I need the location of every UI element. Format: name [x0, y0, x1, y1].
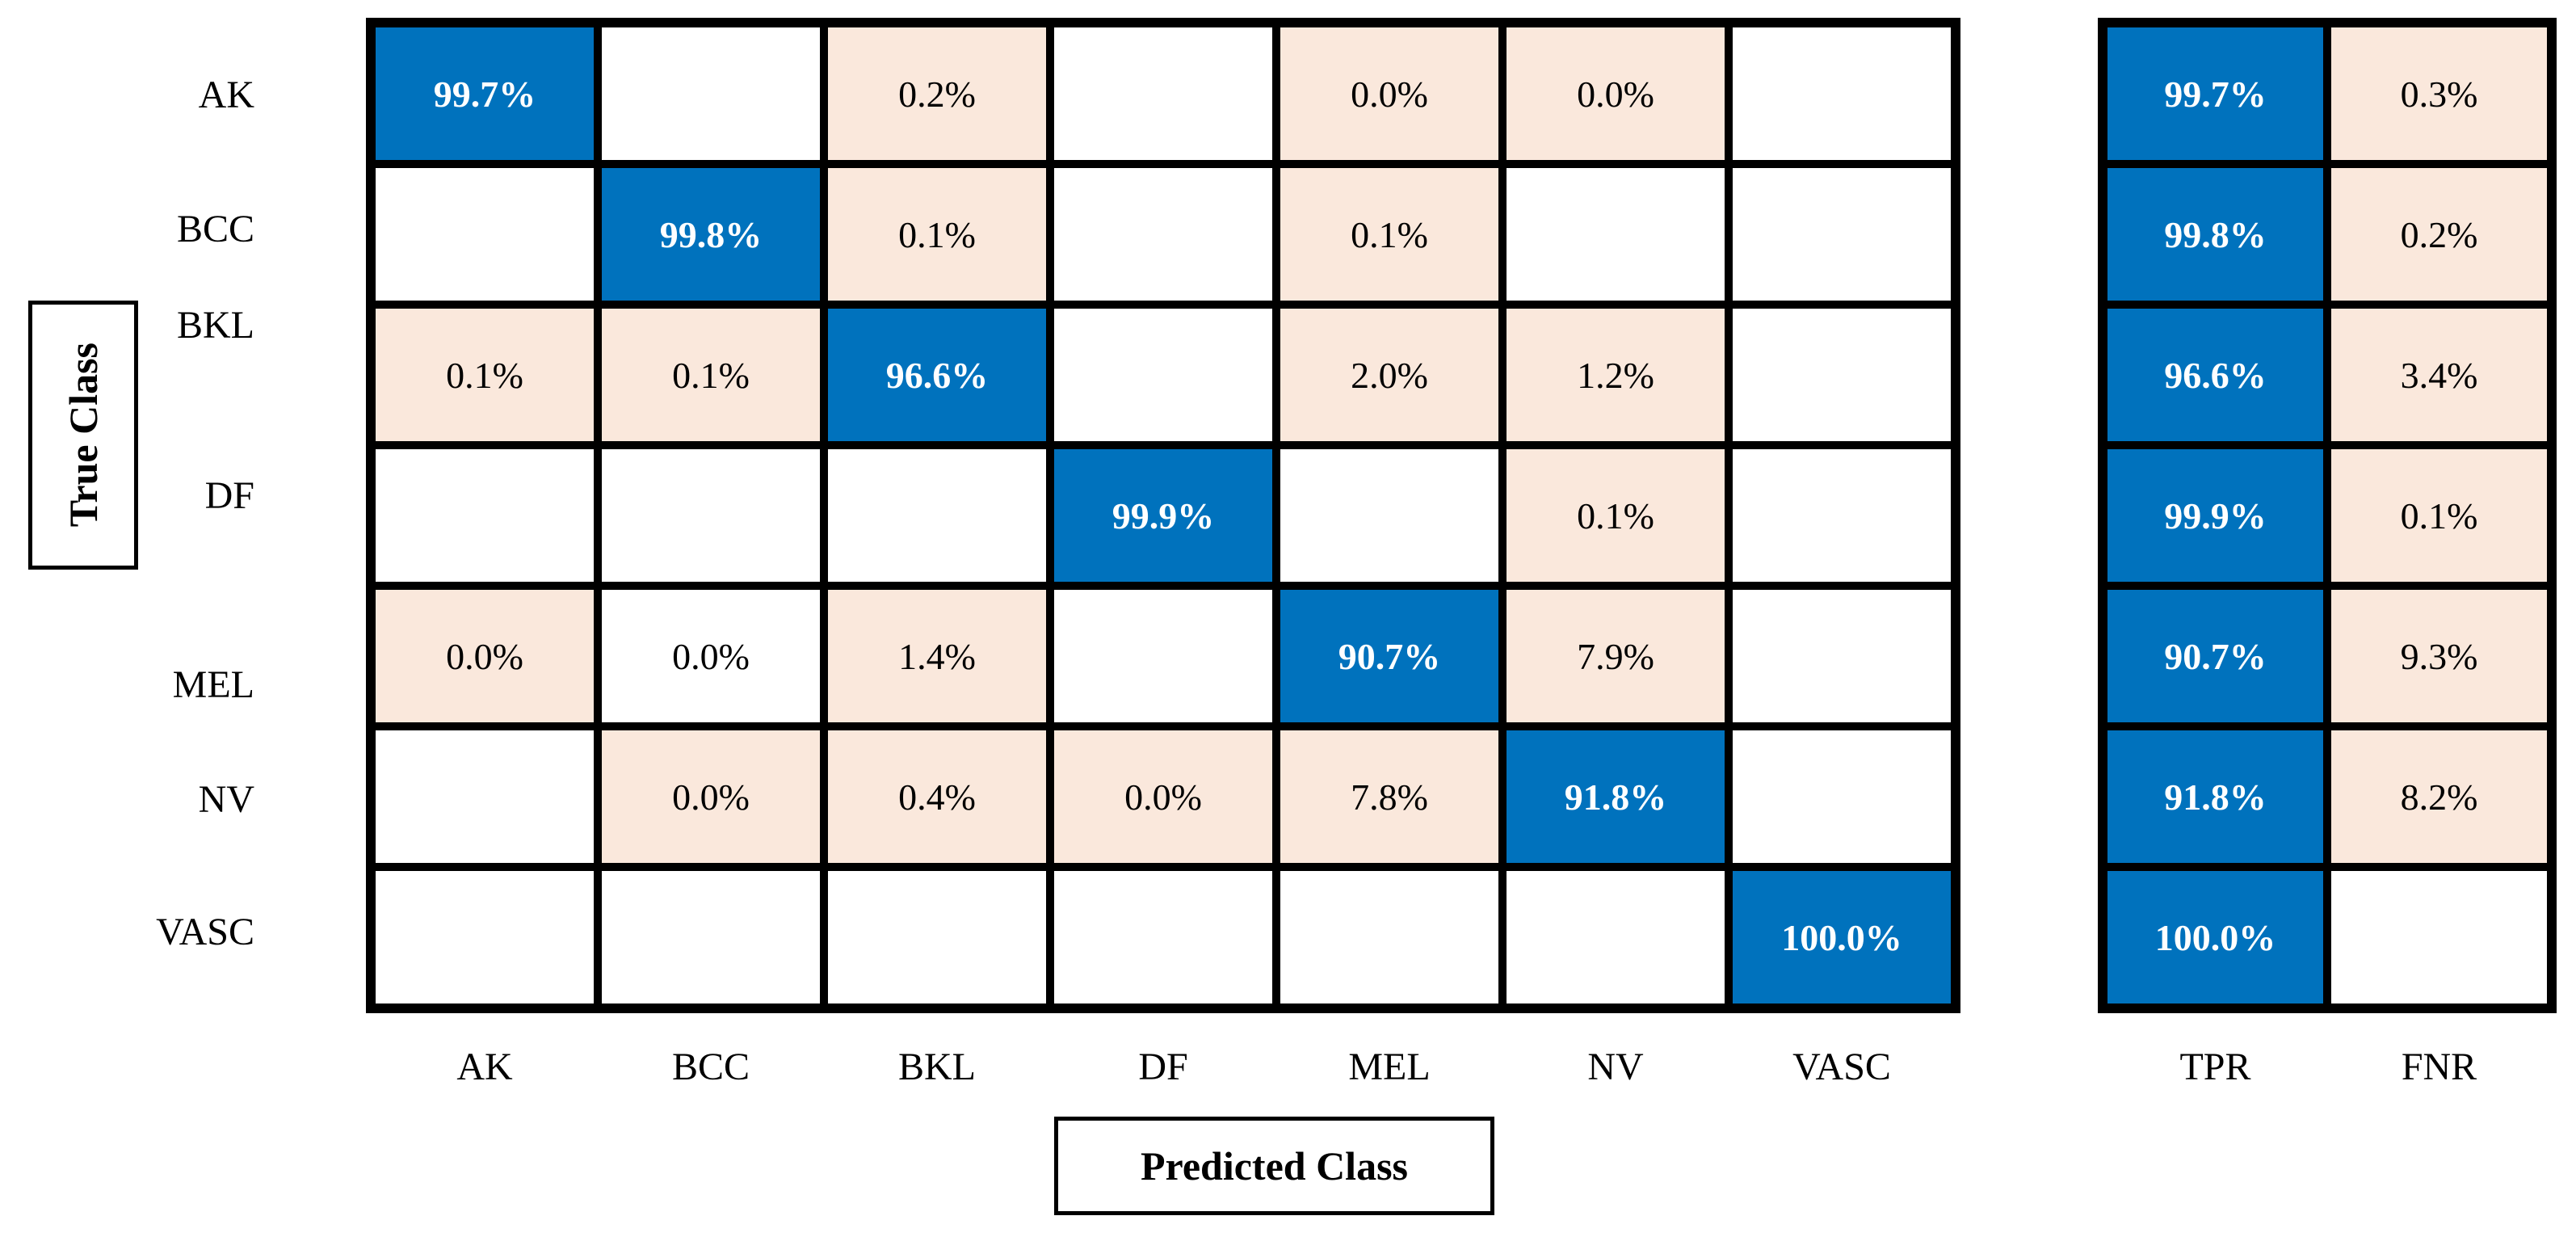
matrix-cell-nv-bcc: 0.0%: [598, 726, 824, 867]
matrix-cell-bcc-df: [1050, 164, 1276, 305]
matrix-cell-bkl-vasc: [1729, 305, 1955, 445]
matrix-cell-ak-ak: 99.7%: [372, 23, 598, 164]
confusion-grid: 99.7% 0.2% 0.0% 0.0% 99.8% 0.1% 0.1% 0.1% 0.1% 96…: [366, 18, 1960, 1013]
matrix-cell-mel-mel: 90.7%: [1276, 586, 1502, 726]
matrix-cell-mel-bcc: 0.0%: [598, 586, 824, 726]
matrix-cell-df-mel: [1276, 445, 1502, 586]
col-label-mel: MEL: [1348, 1045, 1431, 1088]
matrix-cell-bcc-vasc: [1729, 164, 1955, 305]
true-class-axis-label-box: True Class: [28, 301, 138, 570]
matrix-cell-mel-bkl: 1.4%: [824, 586, 1050, 726]
summary-cell-fnr-ak: 0.3%: [2327, 23, 2551, 164]
summary-cell-fnr-nv: 8.2%: [2327, 726, 2551, 867]
row-label-ak: AK: [198, 73, 254, 116]
summary-cell-tpr-mel: 90.7%: [2103, 586, 2327, 726]
matrix-cell-vasc-nv: [1502, 867, 1729, 1008]
matrix-cell-bkl-mel: 2.0%: [1276, 305, 1502, 445]
matrix-cell-vasc-mel: [1276, 867, 1502, 1008]
summary-cell-tpr-bkl: 96.6%: [2103, 305, 2327, 445]
matrix-cell-df-ak: [372, 445, 598, 586]
matrix-cell-ak-bkl: 0.2%: [824, 23, 1050, 164]
row-label-vasc: VASC: [156, 910, 254, 953]
matrix-cell-bkl-bkl: 96.6%: [824, 305, 1050, 445]
matrix-cell-bkl-nv: 1.2%: [1502, 305, 1729, 445]
summary-cell-tpr-vasc: 100.0%: [2103, 867, 2327, 1008]
col-label-fnr: FNR: [2401, 1045, 2477, 1088]
row-label-bcc: BCC: [176, 207, 254, 250]
col-label-df: DF: [1138, 1045, 1188, 1088]
matrix-cell-vasc-df: [1050, 867, 1276, 1008]
matrix-cell-df-bkl: [824, 445, 1050, 586]
matrix-cell-ak-bcc: [598, 23, 824, 164]
matrix-cell-mel-df: [1050, 586, 1276, 726]
matrix-cell-ak-mel: 0.0%: [1276, 23, 1502, 164]
summary-cell-tpr-bcc: 99.8%: [2103, 164, 2327, 305]
matrix-cell-df-vasc: [1729, 445, 1955, 586]
matrix-cell-nv-ak: [372, 726, 598, 867]
col-label-bcc: BCC: [671, 1045, 750, 1088]
matrix-cell-ak-df: [1050, 23, 1276, 164]
summary-cell-fnr-bcc: 0.2%: [2327, 164, 2551, 305]
matrix-cell-mel-vasc: [1729, 586, 1955, 726]
summary-cell-fnr-df: 0.1%: [2327, 445, 2551, 586]
matrix-cell-mel-nv: 7.9%: [1502, 586, 1729, 726]
matrix-cell-bkl-bcc: 0.1%: [598, 305, 824, 445]
summary-cell-tpr-nv: 91.8%: [2103, 726, 2327, 867]
matrix-cell-df-df: 99.9%: [1050, 445, 1276, 586]
matrix-cell-ak-vasc: [1729, 23, 1955, 164]
matrix-cell-nv-mel: 7.8%: [1276, 726, 1502, 867]
summary-cell-tpr-df: 99.9%: [2103, 445, 2327, 586]
matrix-cell-df-bcc: [598, 445, 824, 586]
predicted-class-axis-label-box: Predicted Class: [1054, 1117, 1494, 1215]
matrix-cell-vasc-bkl: [824, 867, 1050, 1008]
matrix-cell-mel-ak: 0.0%: [372, 586, 598, 726]
matrix-cell-nv-vasc: [1729, 726, 1955, 867]
matrix-cell-bcc-mel: 0.1%: [1276, 164, 1502, 305]
summary-cell-tpr-ak: 99.7%: [2103, 23, 2327, 164]
col-label-vasc: VASC: [1792, 1045, 1891, 1088]
row-label-df: DF: [204, 473, 254, 517]
col-label-bkl: BKL: [898, 1045, 976, 1088]
matrix-cell-nv-nv: 91.8%: [1502, 726, 1729, 867]
col-label-tpr: TPR: [2179, 1045, 2251, 1088]
summary-cell-fnr-bkl: 3.4%: [2327, 305, 2551, 445]
row-label-mel: MEL: [172, 663, 254, 706]
matrix-cell-bkl-df: [1050, 305, 1276, 445]
matrix-cell-vasc-bcc: [598, 867, 824, 1008]
matrix-cell-nv-bkl: 0.4%: [824, 726, 1050, 867]
matrix-cell-nv-df: 0.0%: [1050, 726, 1276, 867]
matrix-cell-ak-nv: 0.0%: [1502, 23, 1729, 164]
row-label-bkl: BKL: [177, 303, 254, 347]
matrix-cell-bcc-nv: [1502, 164, 1729, 305]
matrix-cell-vasc-ak: [372, 867, 598, 1008]
col-label-nv: NV: [1587, 1045, 1644, 1088]
summary-cell-fnr-mel: 9.3%: [2327, 586, 2551, 726]
matrix-cell-bcc-bcc: 99.8%: [598, 164, 824, 305]
matrix-cell-bkl-ak: 0.1%: [372, 305, 598, 445]
matrix-cell-bcc-ak: [372, 164, 598, 305]
predicted-class-axis-label: Predicted Class: [1141, 1143, 1408, 1189]
summary-grid: 99.7% 0.3% 99.8% 0.2% 96.6% 3.4% 99.9% 0.1% 90.7…: [2098, 18, 2557, 1013]
col-label-ak: AK: [456, 1045, 513, 1088]
matrix-cell-bcc-bkl: 0.1%: [824, 164, 1050, 305]
row-label-nv: NV: [198, 777, 254, 821]
summary-cell-fnr-vasc: [2327, 867, 2551, 1008]
matrix-cell-vasc-vasc: 100.0%: [1729, 867, 1955, 1008]
matrix-cell-df-nv: 0.1%: [1502, 445, 1729, 586]
